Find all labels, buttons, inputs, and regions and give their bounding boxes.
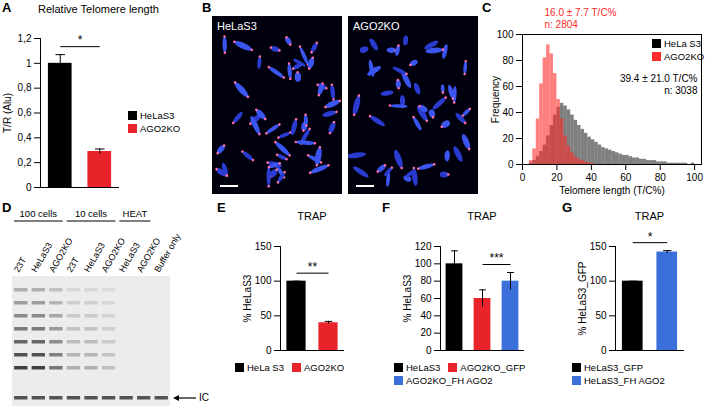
svg-text:60: 60 (620, 172, 632, 183)
svg-text:Telomere length (T/C%): Telomere length (T/C%) (559, 185, 665, 196)
svg-text:n: 3038: n: 3038 (664, 85, 698, 96)
html-text:AGO2KO: AGO2KO (304, 362, 345, 373)
svg-text:40: 40 (502, 107, 514, 118)
svg-text:0: 0 (520, 172, 526, 183)
svg-text:0,4: 0,4 (18, 132, 32, 143)
html-text:HeLa S3: HeLa S3 (664, 38, 701, 49)
svg-text:0,6: 0,6 (18, 107, 32, 118)
svg-text:Buffer only: Buffer only (152, 231, 182, 274)
svg-text:AGO2KO: AGO2KO (353, 20, 400, 32)
html-text:TRAP: TRAP (634, 210, 665, 222)
svg-text:HEAT: HEAT (123, 208, 148, 219)
html-text:A: A (2, 0, 12, 15)
svg-text:% HeLaS3_GFP: % HeLaS3_GFP (577, 261, 588, 335)
svg-text:100 cells: 100 cells (20, 208, 58, 219)
html-text:HeLaS3_FH AGO2: HeLaS3_FH AGO2 (584, 375, 665, 386)
svg-text:n: 2804: n: 2804 (545, 19, 579, 30)
svg-text:50: 50 (260, 310, 272, 321)
svg-text:***: *** (489, 251, 503, 265)
html-text:D: D (2, 200, 12, 215)
svg-text:60: 60 (420, 293, 432, 304)
svg-text:AGO2KO: AGO2KO (134, 236, 163, 274)
svg-text:23T: 23T (65, 255, 82, 274)
svg-text:20: 20 (551, 172, 563, 183)
html-text:G: G (562, 200, 573, 215)
html-text:AGO2KO: AGO2KO (664, 51, 705, 62)
svg-text:100: 100 (415, 258, 432, 269)
svg-text:80: 80 (502, 55, 514, 66)
svg-text:40: 40 (420, 310, 432, 321)
svg-text:100: 100 (497, 29, 514, 40)
html-text:HeLaS3_GFP: HeLaS3_GFP (584, 362, 644, 373)
html-text:TRAP: TRAP (467, 210, 497, 222)
svg-text:Frequency: Frequency (490, 76, 501, 123)
svg-text:23T: 23T (12, 255, 29, 274)
html-text:C: C (482, 0, 492, 15)
svg-text:*: * (648, 230, 653, 244)
html-text:TRAP: TRAP (297, 210, 327, 222)
svg-text:*: * (78, 33, 83, 47)
svg-text:100: 100 (255, 275, 272, 286)
html-text:AGO2KO_FH AGO2: AGO2KO_FH AGO2 (406, 375, 493, 386)
svg-text:0,2: 0,2 (18, 157, 32, 168)
svg-text:% HeLaS3: % HeLaS3 (242, 274, 253, 322)
svg-text:0,8: 0,8 (18, 82, 32, 93)
svg-text:0: 0 (426, 345, 432, 356)
svg-text:0: 0 (508, 159, 514, 170)
html-text:HeLa S3: HeLa S3 (247, 362, 284, 373)
svg-text:100: 100 (686, 172, 703, 183)
svg-text:60: 60 (502, 81, 514, 92)
html-text:AGO2KO: AGO2KO (140, 123, 181, 134)
svg-text:AGO2KO: AGO2KO (47, 236, 75, 274)
svg-text:100: 100 (590, 275, 607, 286)
svg-text:120: 120 (415, 241, 432, 252)
svg-text:150: 150 (255, 241, 272, 252)
svg-text:1: 1 (26, 58, 32, 69)
svg-text:16.0 ± 7.7 T/C%: 16.0 ± 7.7 T/C% (545, 7, 617, 18)
html-text:AGO2KO_GFP: AGO2KO_GFP (460, 362, 526, 373)
svg-text:HeLaS3: HeLaS3 (82, 240, 107, 274)
svg-text:AGO2KO: AGO2KO (99, 236, 128, 274)
svg-text:T/R (Alu): T/R (Alu) (2, 93, 13, 133)
svg-text:HeLaS3: HeLaS3 (29, 240, 55, 274)
svg-text:20: 20 (420, 327, 432, 338)
svg-text:0: 0 (601, 345, 607, 356)
html-text:HeLaS3: HeLaS3 (406, 362, 441, 373)
svg-text:IC: IC (199, 392, 209, 403)
svg-text:HeLaS3: HeLaS3 (217, 20, 257, 32)
svg-text:39.4 ± 21.0 T/C%: 39.4 ± 21.0 T/C% (620, 73, 698, 84)
html-text:F: F (382, 200, 390, 215)
svg-text:0: 0 (26, 182, 32, 193)
html-text:Relative Telomere length: Relative Telomere length (38, 3, 159, 15)
html-text:E: E (217, 200, 226, 215)
svg-text:0: 0 (266, 345, 272, 356)
svg-text:1,2: 1,2 (18, 33, 32, 44)
svg-text:40: 40 (586, 172, 598, 183)
html-text:B: B (202, 0, 212, 15)
svg-text:20: 20 (502, 133, 514, 144)
html-text:HeLaS3: HeLaS3 (140, 110, 175, 121)
svg-text:80: 80 (420, 275, 432, 286)
svg-text:10 cells: 10 cells (75, 208, 107, 219)
svg-text:80: 80 (655, 172, 667, 183)
svg-text:% HeLaS3: % HeLaS3 (402, 274, 413, 322)
svg-text:HeLaS3: HeLaS3 (117, 240, 143, 274)
svg-text:**: ** (308, 260, 318, 274)
svg-text:150: 150 (590, 241, 607, 252)
svg-text:50: 50 (595, 310, 607, 321)
